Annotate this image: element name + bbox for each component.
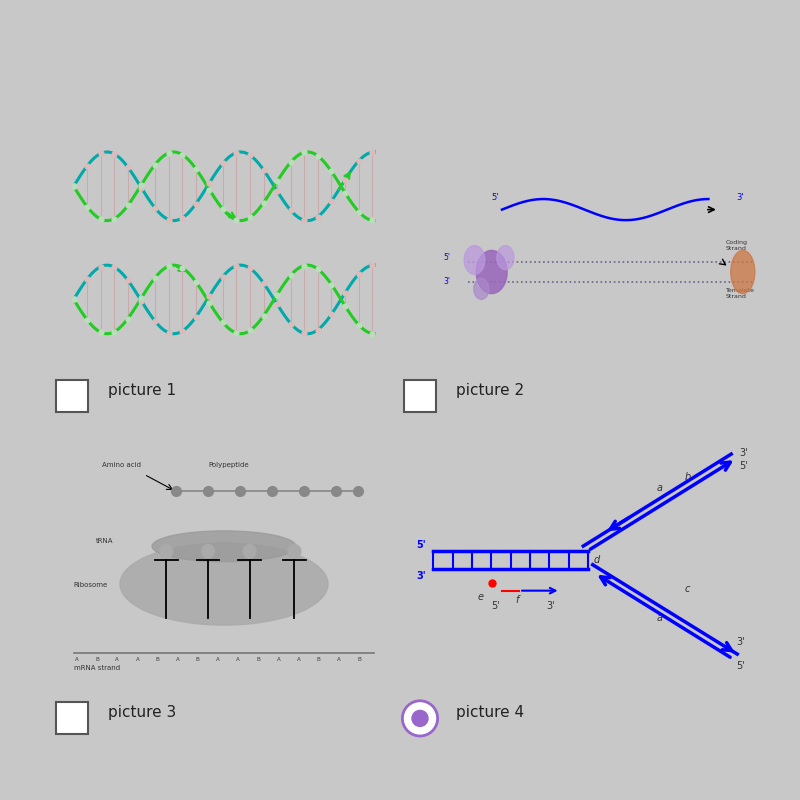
Circle shape — [160, 545, 173, 558]
Text: 5': 5' — [492, 193, 499, 202]
Text: picture 3: picture 3 — [108, 706, 176, 720]
Text: 5': 5' — [443, 253, 450, 262]
Text: tRNA: tRNA — [96, 538, 114, 544]
Circle shape — [474, 278, 489, 299]
Text: mRNA strand: mRNA strand — [74, 665, 120, 670]
Text: picture 2: picture 2 — [456, 383, 524, 398]
Text: c: c — [684, 584, 690, 594]
Text: B: B — [155, 657, 159, 662]
Text: B: B — [196, 657, 200, 662]
Text: picture 4: picture 4 — [456, 706, 524, 720]
Text: B: B — [95, 657, 99, 662]
Text: 3': 3' — [736, 638, 745, 647]
Text: 3': 3' — [736, 193, 743, 202]
Text: 3': 3' — [416, 570, 426, 581]
Text: Amino acid: Amino acid — [102, 462, 142, 469]
Text: B: B — [357, 657, 361, 662]
Text: 3': 3' — [546, 602, 555, 611]
Text: A: A — [277, 657, 280, 662]
Circle shape — [202, 545, 214, 558]
Text: A: A — [216, 657, 220, 662]
Text: A: A — [297, 657, 301, 662]
Circle shape — [497, 246, 514, 270]
Text: a: a — [657, 614, 662, 623]
Text: 3': 3' — [443, 277, 450, 286]
Text: B: B — [256, 657, 260, 662]
Text: 5': 5' — [736, 662, 745, 671]
Text: Polypeptide: Polypeptide — [208, 462, 249, 469]
Text: Template
Strand: Template Strand — [726, 288, 754, 299]
Text: 3': 3' — [739, 448, 748, 458]
Text: a: a — [657, 482, 662, 493]
Text: A: A — [236, 657, 240, 662]
Text: e: e — [478, 592, 484, 602]
Text: 5': 5' — [739, 462, 748, 471]
Text: 5': 5' — [492, 602, 501, 611]
Text: A: A — [337, 657, 341, 662]
Text: A: A — [75, 657, 78, 662]
Circle shape — [243, 545, 256, 558]
Text: A: A — [135, 657, 139, 662]
Text: A: A — [115, 657, 119, 662]
Circle shape — [288, 545, 301, 558]
Text: f: f — [516, 594, 519, 605]
Text: picture 1: picture 1 — [108, 383, 176, 398]
Text: B: B — [317, 657, 321, 662]
Ellipse shape — [120, 543, 328, 625]
Circle shape — [476, 250, 507, 294]
Text: b: b — [684, 472, 690, 482]
Text: d: d — [593, 554, 599, 565]
Ellipse shape — [730, 250, 755, 294]
Text: Ribosome: Ribosome — [74, 582, 108, 589]
Ellipse shape — [152, 531, 296, 562]
Text: A: A — [176, 657, 179, 662]
Text: 5': 5' — [416, 540, 426, 550]
Circle shape — [464, 246, 485, 274]
Text: Coding
Strand: Coding Strand — [726, 240, 747, 251]
